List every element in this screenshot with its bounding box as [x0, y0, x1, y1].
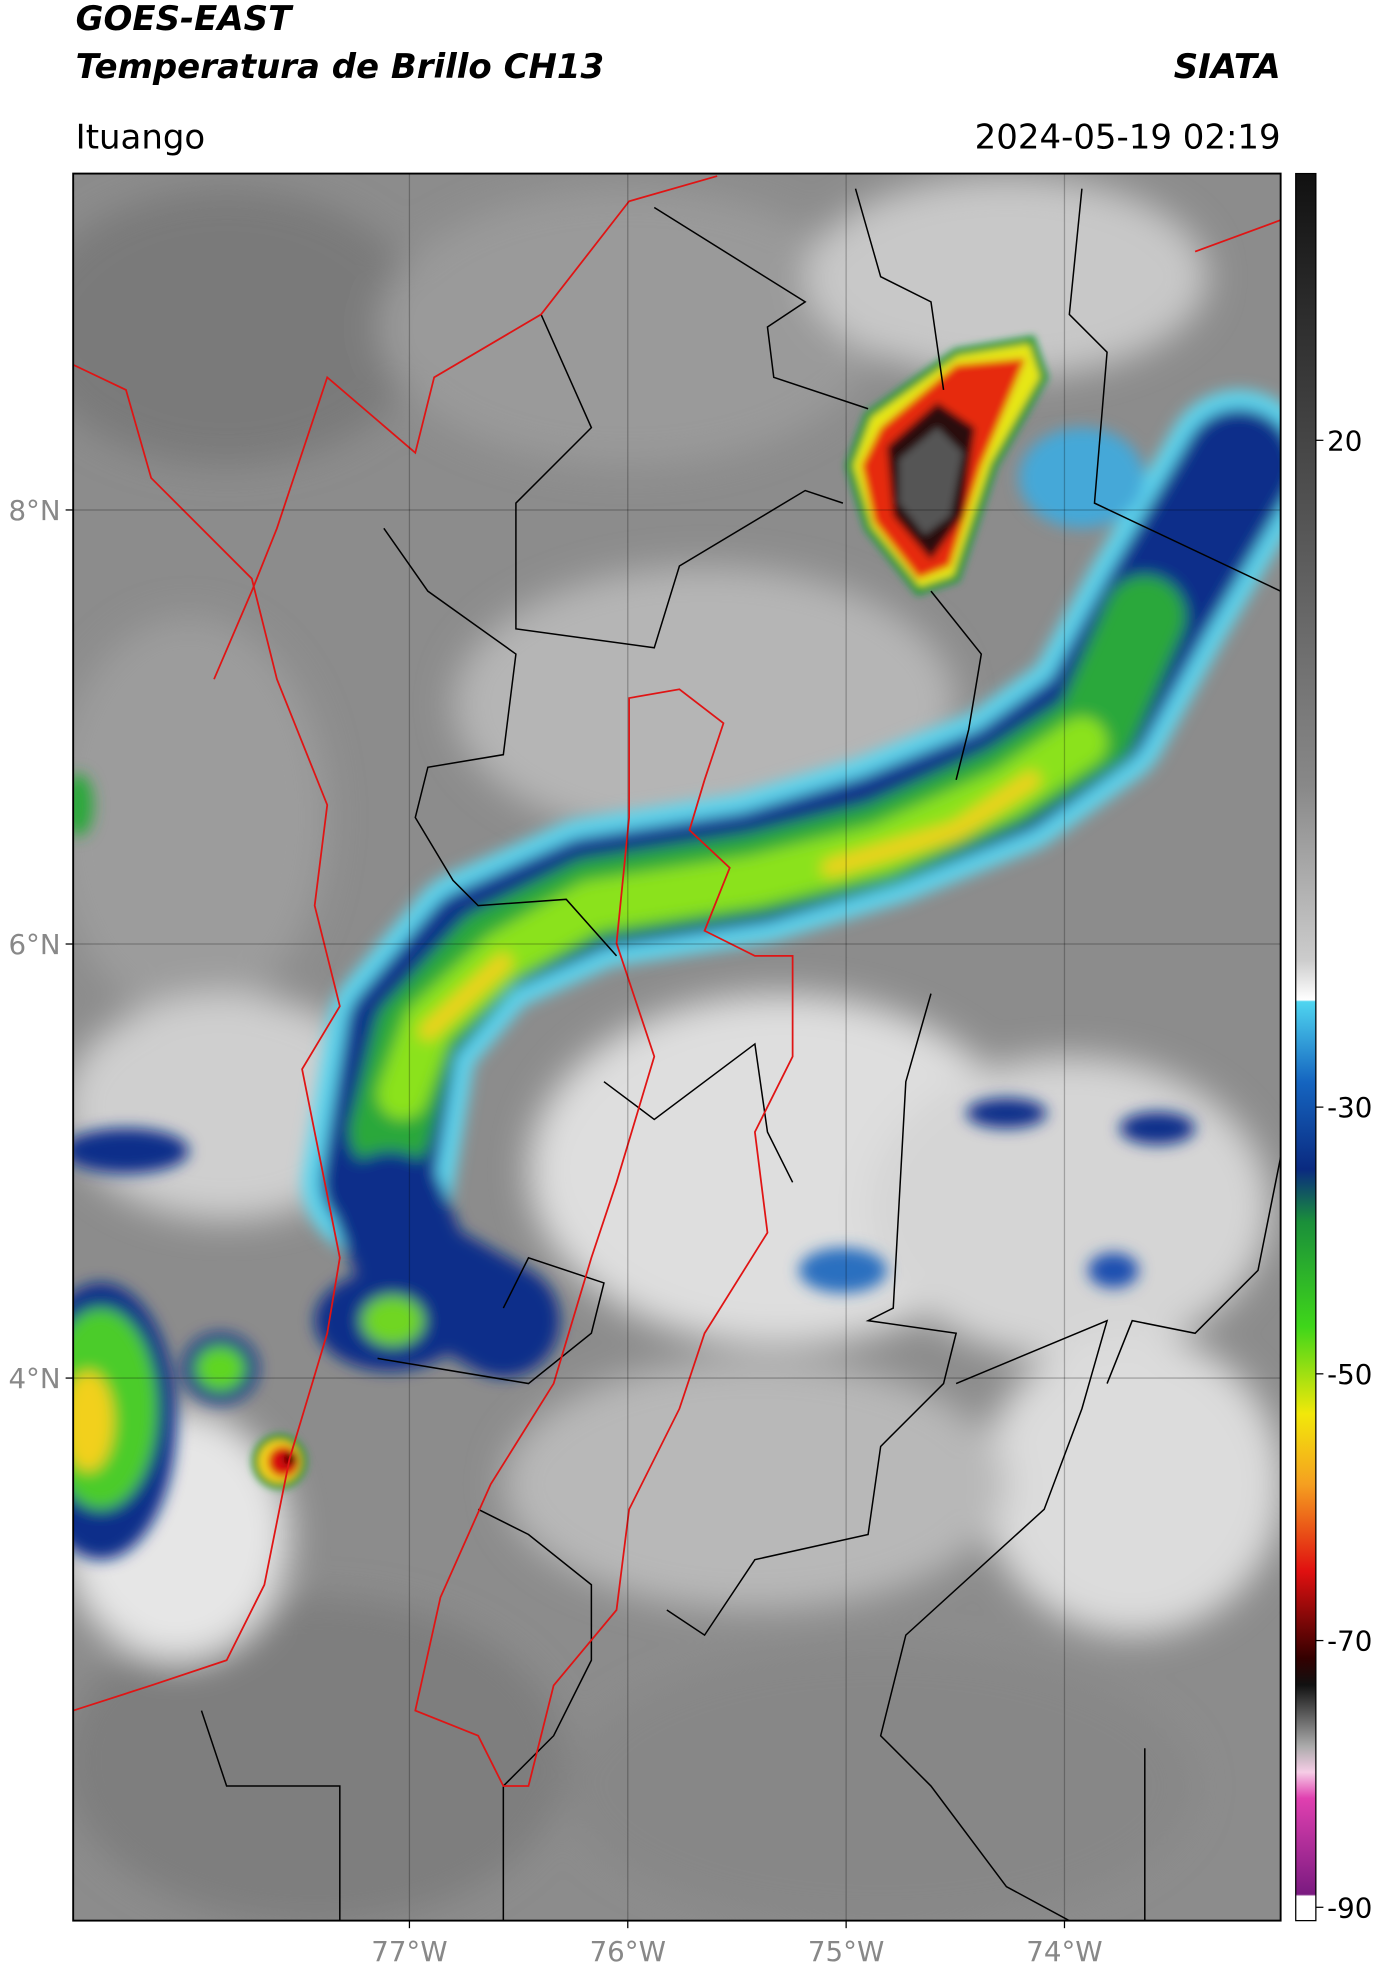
subtitle: Temperatura de Brillo CH13 [76, 47, 604, 87]
country-borders [73, 175, 1281, 1787]
timestamp: 2024-05-19 02:19 [975, 117, 1281, 157]
x-tick-label: 75°W [808, 1935, 884, 1968]
y-tick-label: 4°N [8, 1362, 60, 1395]
admin-borders [200, 188, 1281, 1921]
satellite-image [73, 173, 1281, 1921]
title: GOES-EAST [76, 0, 294, 39]
y-tick-label: 6°N [8, 928, 60, 961]
x-tick-label: 77°W [371, 1935, 447, 1968]
colorbar-tick-label: -90 [1327, 1891, 1372, 1924]
colorbar-tick-label: -70 [1327, 1625, 1372, 1658]
source: SIATA [1174, 47, 1281, 87]
colorbar-tick-label: -30 [1327, 1091, 1372, 1124]
map-frame [72, 172, 1282, 1922]
colorbar [1295, 172, 1317, 1922]
grid [73, 173, 1281, 1921]
colorbar-tick-label: -50 [1327, 1358, 1372, 1391]
x-tick-label: 76°W [590, 1935, 666, 1968]
x-tick-label: 74°W [1026, 1935, 1102, 1968]
location: Ituango [76, 117, 206, 157]
colorbar-tick-label: 20 [1327, 424, 1362, 457]
y-tick-label: 8°N [8, 494, 60, 527]
